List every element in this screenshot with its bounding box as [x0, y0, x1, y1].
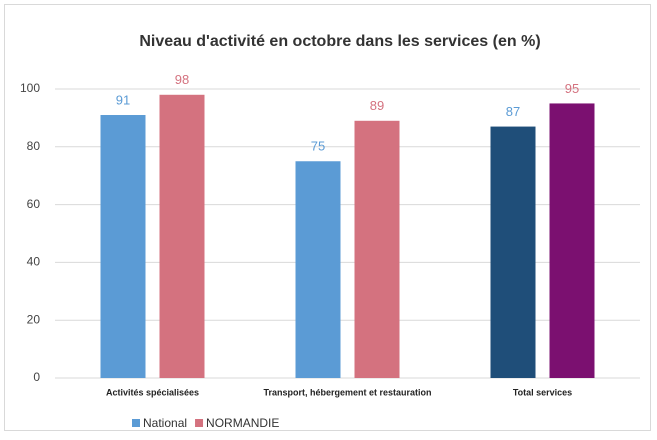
- data-label: 87: [506, 104, 520, 119]
- bar: [490, 126, 536, 378]
- chart-title: Niveau d'activité en octobre dans les se…: [139, 33, 540, 50]
- data-label: 75: [311, 139, 325, 154]
- legend-swatch: [132, 419, 140, 427]
- legend-label: National: [143, 416, 187, 430]
- x-tick-label: Activités spécialisées: [106, 387, 199, 397]
- y-tick-label: 0: [33, 370, 40, 384]
- bar: [159, 94, 205, 378]
- bar: [549, 103, 595, 378]
- legend-swatch: [195, 419, 204, 427]
- y-tick-label: 80: [27, 139, 41, 153]
- y-tick-label: 40: [27, 255, 41, 269]
- y-tick-label: 20: [27, 312, 41, 326]
- bar: [100, 115, 146, 378]
- y-tick-label: 60: [27, 197, 41, 211]
- x-tick-label: Transport, hébergement et restauration: [263, 387, 431, 397]
- data-label: 98: [175, 72, 189, 87]
- x-tick-label: Total services: [513, 387, 572, 397]
- legend-label: NORMANDIE: [206, 416, 279, 430]
- data-label: 95: [565, 81, 579, 96]
- data-label: 91: [116, 92, 130, 107]
- data-label: 89: [370, 98, 384, 113]
- bar: [354, 120, 400, 378]
- bar: [295, 161, 341, 378]
- y-tick-label: 100: [20, 81, 40, 95]
